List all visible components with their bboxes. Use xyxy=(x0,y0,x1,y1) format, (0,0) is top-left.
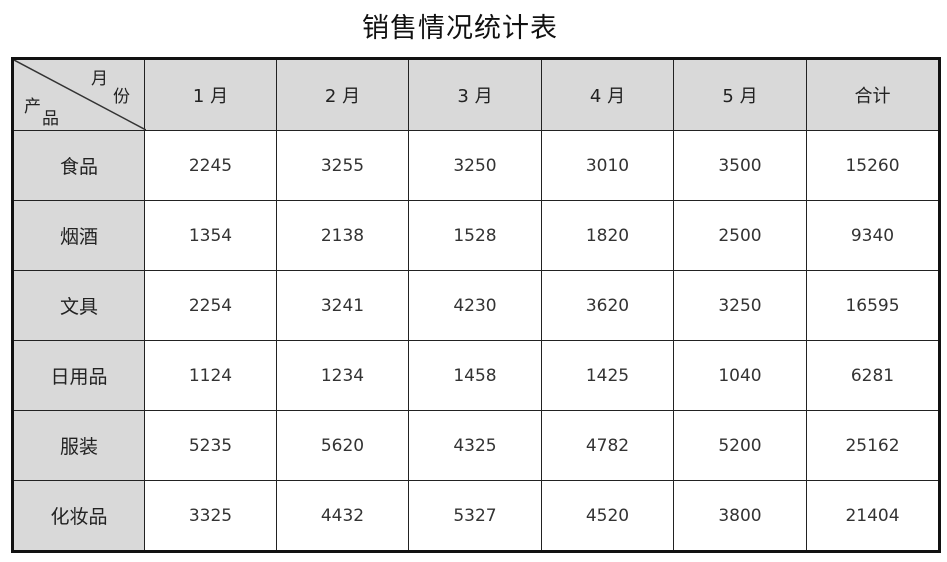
total-cell: 15260 xyxy=(806,130,940,201)
value-cell: 2138 xyxy=(276,200,409,271)
column-header: 1 月 xyxy=(144,58,277,131)
row-header: 食品 xyxy=(12,130,145,201)
sales-table: 月 份 产 品 1 月 2 月 3 月 4 月 5 月 合计 食品 2245 325… xyxy=(11,57,941,553)
value-cell: 3500 xyxy=(673,130,807,201)
corner-cell: 月 份 产 品 xyxy=(12,58,146,131)
row-header: 服装 xyxy=(12,410,145,481)
corner-product-label: 产 xyxy=(24,97,41,117)
value-cell: 1354 xyxy=(144,200,277,271)
value-cell: 4230 xyxy=(408,270,542,341)
value-cell: 3620 xyxy=(541,270,674,341)
value-cell: 3325 xyxy=(144,480,277,552)
column-header-total: 合计 xyxy=(806,58,940,131)
column-header: 4 月 xyxy=(541,58,674,131)
total-cell: 25162 xyxy=(806,410,940,481)
value-cell: 1528 xyxy=(408,200,542,271)
table-row: 日用品 1124 1234 1458 1425 1040 6281 xyxy=(12,340,940,411)
table-row: 烟酒 1354 2138 1528 1820 2500 9340 xyxy=(12,200,940,271)
value-cell: 3250 xyxy=(408,130,542,201)
total-cell: 16595 xyxy=(806,270,940,341)
value-cell: 5235 xyxy=(144,410,277,481)
value-cell: 4325 xyxy=(408,410,542,481)
page-title: 销售情况统计表 xyxy=(362,13,558,44)
value-cell: 2245 xyxy=(144,130,277,201)
row-header: 化妆品 xyxy=(12,480,145,552)
value-cell: 4432 xyxy=(276,480,409,552)
value-cell: 2254 xyxy=(144,270,277,341)
value-cell: 3010 xyxy=(541,130,674,201)
value-cell: 1124 xyxy=(144,340,277,411)
corner-product-label-2: 品 xyxy=(42,109,59,129)
table-row: 化妆品 3325 4432 5327 4520 3800 21404 xyxy=(12,480,940,552)
table-row: 服装 5235 5620 4325 4782 5200 25162 xyxy=(12,410,940,481)
value-cell: 4782 xyxy=(541,410,674,481)
table-row: 食品 2245 3255 3250 3010 3500 15260 xyxy=(12,130,940,201)
diagonal-line xyxy=(14,60,146,130)
value-cell: 4520 xyxy=(541,480,674,552)
value-cell: 1458 xyxy=(408,340,542,411)
value-cell: 3255 xyxy=(276,130,409,201)
value-cell: 5620 xyxy=(276,410,409,481)
total-cell: 9340 xyxy=(806,200,940,271)
column-header: 5 月 xyxy=(673,58,807,131)
total-cell: 6281 xyxy=(806,340,940,411)
value-cell: 3241 xyxy=(276,270,409,341)
value-cell: 1425 xyxy=(541,340,674,411)
value-cell: 2500 xyxy=(673,200,807,271)
row-header: 日用品 xyxy=(12,340,145,411)
table-row: 文具 2254 3241 4230 3620 3250 16595 xyxy=(12,270,940,341)
row-header: 烟酒 xyxy=(12,200,145,271)
column-header: 2 月 xyxy=(276,58,409,131)
column-header: 3 月 xyxy=(408,58,542,131)
corner-month-label-2: 份 xyxy=(113,87,130,107)
value-cell: 3800 xyxy=(673,480,807,552)
value-cell: 1820 xyxy=(541,200,674,271)
total-cell: 21404 xyxy=(806,480,940,552)
value-cell: 5200 xyxy=(673,410,807,481)
value-cell: 3250 xyxy=(673,270,807,341)
corner-month-label: 月 xyxy=(91,69,108,89)
value-cell: 5327 xyxy=(408,480,542,552)
value-cell: 1040 xyxy=(673,340,807,411)
row-header: 文具 xyxy=(12,270,145,341)
value-cell: 1234 xyxy=(276,340,409,411)
header-row: 月 份 产 品 1 月 2 月 3 月 4 月 5 月 合计 xyxy=(12,58,940,131)
